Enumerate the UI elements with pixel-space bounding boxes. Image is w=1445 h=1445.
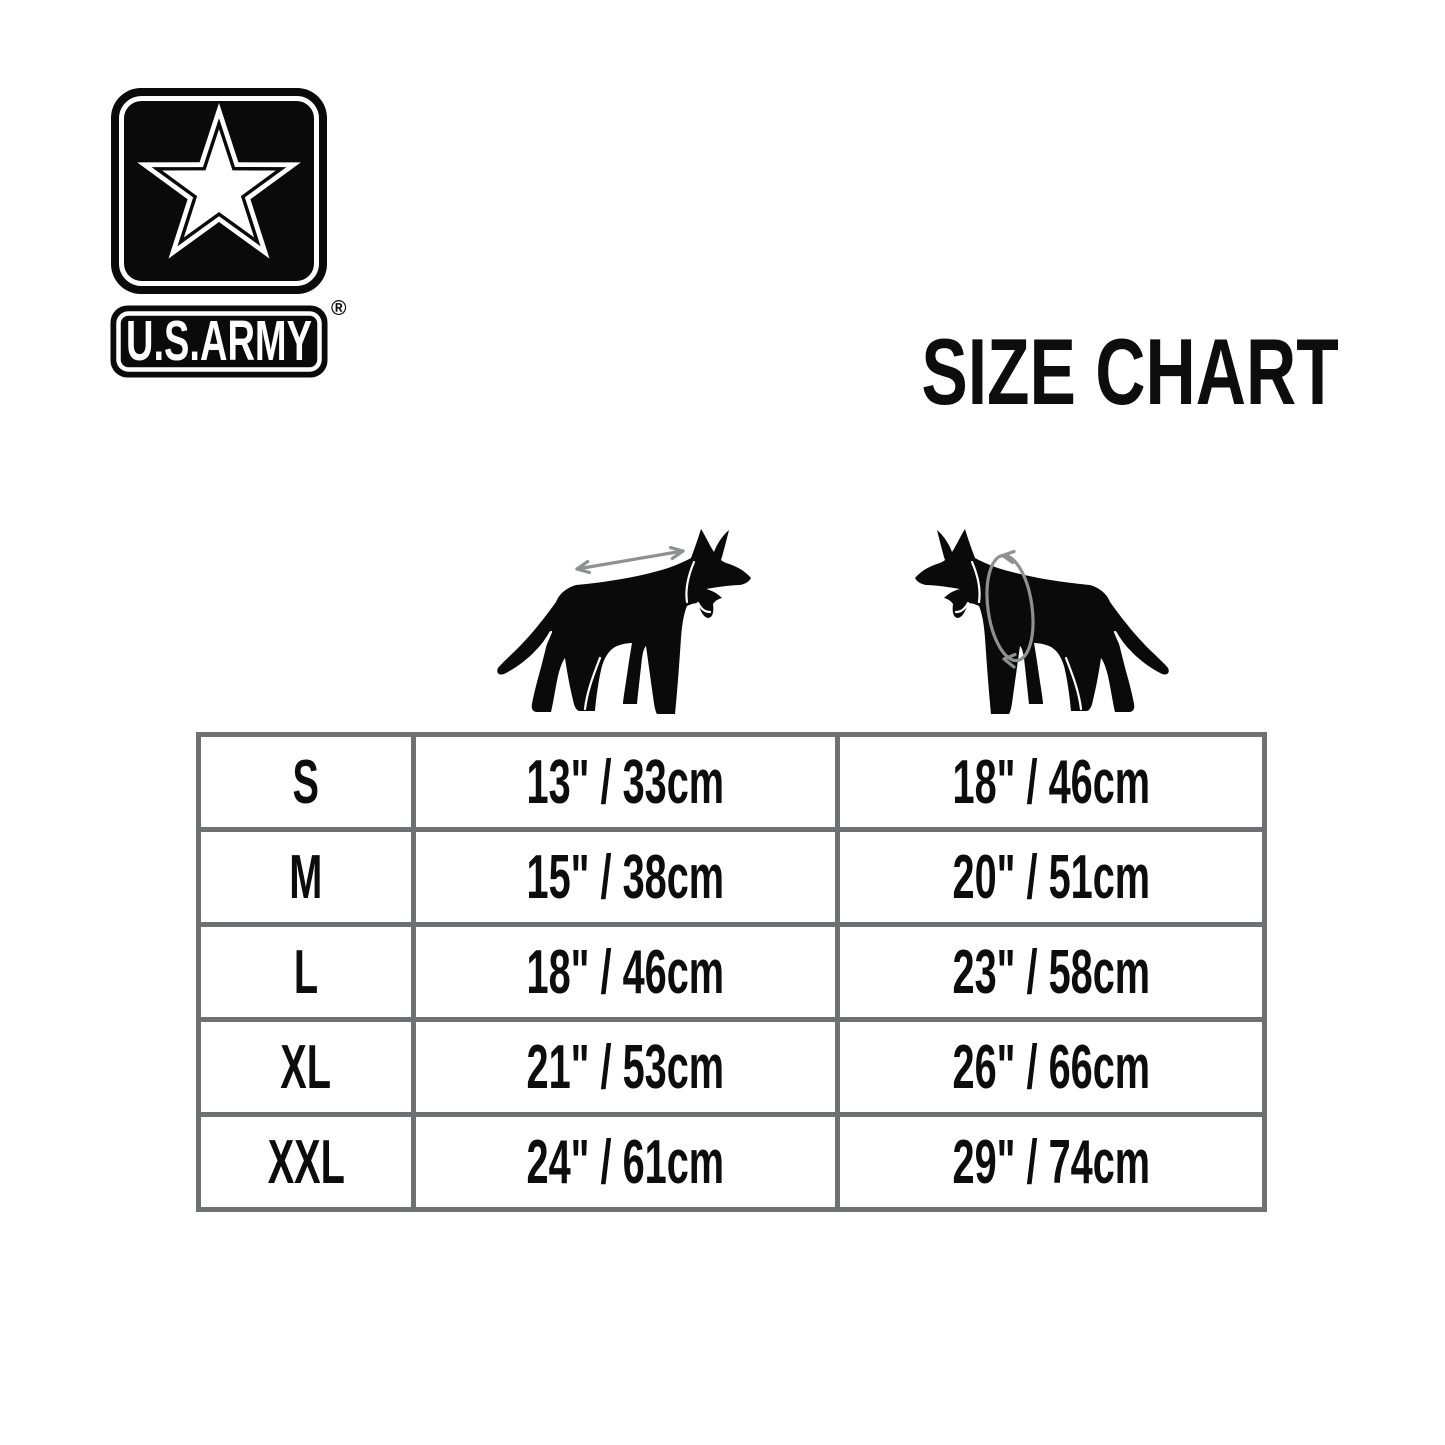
dog-chest-girth-loop-icon <box>913 527 1170 716</box>
back-length-cell: 13" / 33cm <box>411 732 840 832</box>
back-length-value: 15" / 38cm <box>526 842 725 912</box>
size-cell: XL <box>196 1017 416 1117</box>
table-row: M 15" / 38cm 20" / 51cm <box>196 827 1267 927</box>
chest-girth-value: 18" / 46cm <box>952 747 1150 817</box>
chest-girth-cell: 18" / 46cm <box>835 732 1267 832</box>
chest-girth-cell: 20" / 51cm <box>835 827 1267 927</box>
chest-girth-value: 26" / 66cm <box>952 1032 1150 1102</box>
back-length-value: 21" / 53cm <box>526 1032 725 1102</box>
registered-trademark-symbol: ® <box>331 297 347 320</box>
german-shepherd-silhouette <box>496 527 753 716</box>
page-title: SIZE CHART <box>921 319 1339 424</box>
back-length-cell: 18" / 46cm <box>411 922 840 1022</box>
brand-text: U.S.ARMY <box>126 309 312 373</box>
back-length-value: 13" / 33cm <box>526 747 725 817</box>
back-length-cell: 21" / 53cm <box>411 1017 840 1117</box>
chest-girth-cell: 29" / 74cm <box>835 1112 1267 1212</box>
back-length-value: 24" / 61cm <box>526 1127 725 1197</box>
chest-girth-value: 23" / 58cm <box>952 937 1150 1007</box>
chest-girth-loop <box>985 549 1035 669</box>
table-row: XL 21" / 53cm 26" / 66cm <box>196 1017 1267 1117</box>
back-length-value: 18" / 46cm <box>526 937 725 1007</box>
size-label: XXL <box>267 1127 345 1197</box>
size-cell: XXL <box>196 1112 416 1212</box>
chest-girth-cell: 23" / 58cm <box>835 922 1267 1022</box>
german-shepherd-silhouette-mirrored <box>913 527 1170 716</box>
wordmark-pinstripe <box>116 311 322 372</box>
table-row: S 13" / 33cm 18" / 46cm <box>196 732 1267 832</box>
back-length-arrow <box>575 546 685 575</box>
size-label: L <box>293 937 319 1007</box>
size-label: M <box>289 842 323 912</box>
army-star-icon <box>111 88 327 294</box>
army-star <box>137 103 301 259</box>
chest-girth-cell: 26" / 66cm <box>835 1017 1267 1117</box>
size-cell: L <box>196 922 416 1022</box>
us-army-wordmark: U.S.ARMY <box>110 305 328 378</box>
back-length-cell: 15" / 38cm <box>411 827 840 927</box>
size-label: XL <box>280 1032 332 1102</box>
wordmark-box <box>110 305 328 378</box>
back-length-cell: 24" / 61cm <box>411 1112 840 1212</box>
chest-girth-value: 20" / 51cm <box>952 842 1150 912</box>
star-box-pinstripe <box>119 96 319 286</box>
size-cell: M <box>196 827 416 927</box>
table-row: XXL 24" / 61cm 29" / 74cm <box>196 1112 1267 1212</box>
star-pinstripe <box>151 118 287 247</box>
chest-girth-value: 29" / 74cm <box>952 1127 1150 1197</box>
table-row: L 18" / 46cm 23" / 58cm <box>196 922 1267 1022</box>
dog-back-length-arrow-icon <box>496 527 753 716</box>
size-label: S <box>292 747 320 817</box>
size-table: S 13" / 33cm 18" / 46cm M 15" / 38cm 20"… <box>196 732 1267 1212</box>
size-cell: S <box>196 732 416 832</box>
